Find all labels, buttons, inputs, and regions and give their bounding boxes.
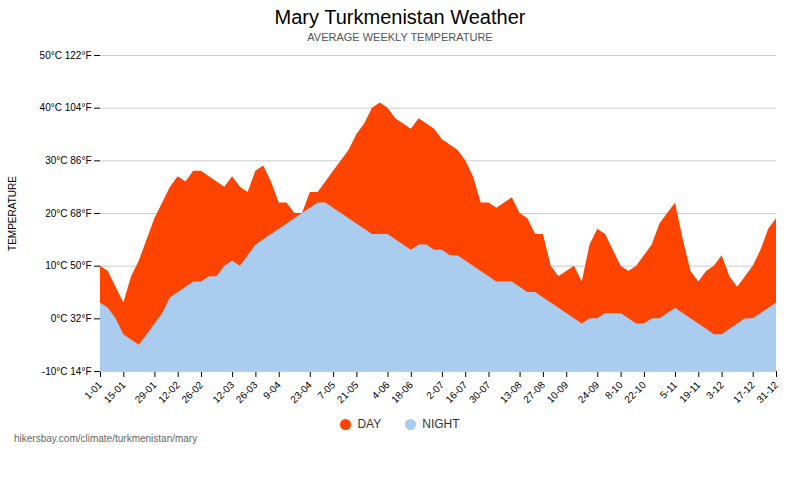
svg-text:27-08: 27-08 [521,379,547,405]
html-text:AVERAGE WEEKLY TEMPERATURE: AVERAGE WEEKLY TEMPERATURE [307,31,493,43]
svg-text:15-01: 15-01 [102,379,128,405]
svg-text:10°C 50°F: 10°C 50°F [45,260,91,271]
svg-text:24-09: 24-09 [576,379,602,405]
svg-text:30-07: 30-07 [467,379,493,405]
html-text:hikersbay.com/climate/turkmeni: hikersbay.com/climate/turkmenistan/mary [14,433,198,444]
svg-text:29-01: 29-01 [133,379,159,405]
svg-text:7-05: 7-05 [315,379,338,402]
svg-text:22-10: 22-10 [622,379,648,405]
svg-text:30°C 86°F: 30°C 86°F [45,155,91,166]
svg-text:1-01: 1-01 [82,379,105,402]
svg-text:4-06: 4-06 [369,379,392,402]
svg-text:23-04: 23-04 [288,379,314,405]
svg-text:26-03: 26-03 [234,379,260,405]
svg-text:0°C 32°F: 0°C 32°F [51,313,92,324]
svg-text:5-11: 5-11 [658,379,680,401]
svg-text:19-11: 19-11 [677,379,703,405]
svg-text:16-07: 16-07 [444,379,470,405]
svg-text:13-08: 13-08 [498,379,524,405]
svg-text:26-02: 26-02 [179,379,205,405]
svg-text:17-12: 17-12 [731,379,757,405]
svg-text:20°C 68°F: 20°C 68°F [45,208,91,219]
svg-text:3-12: 3-12 [704,379,726,401]
svg-text:21-05: 21-05 [335,379,361,405]
svg-text:18-06: 18-06 [389,379,415,405]
svg-text:50°C 122°F: 50°C 122°F [40,50,92,61]
html-text:NIGHT: NIGHT [422,417,460,431]
svg-text:10-09: 10-09 [545,379,571,405]
svg-text:-10°C 14°F: -10°C 14°F [42,366,92,377]
svg-text:9-04: 9-04 [261,379,283,401]
svg-text:12-03: 12-03 [210,379,236,405]
html-text:Mary Turkmenistan Weather: Mary Turkmenistan Weather [274,6,526,28]
svg-text:40°C 104°F: 40°C 104°F [40,102,92,113]
svg-text:TEMPERATURE: TEMPERATURE [7,176,18,251]
svg-text:31-12: 31-12 [754,379,780,405]
html-text:DAY: DAY [357,417,382,431]
svg-text:8-10: 8-10 [602,379,625,402]
svg-text:2-07: 2-07 [424,379,447,402]
svg-text:12-02: 12-02 [156,379,182,405]
